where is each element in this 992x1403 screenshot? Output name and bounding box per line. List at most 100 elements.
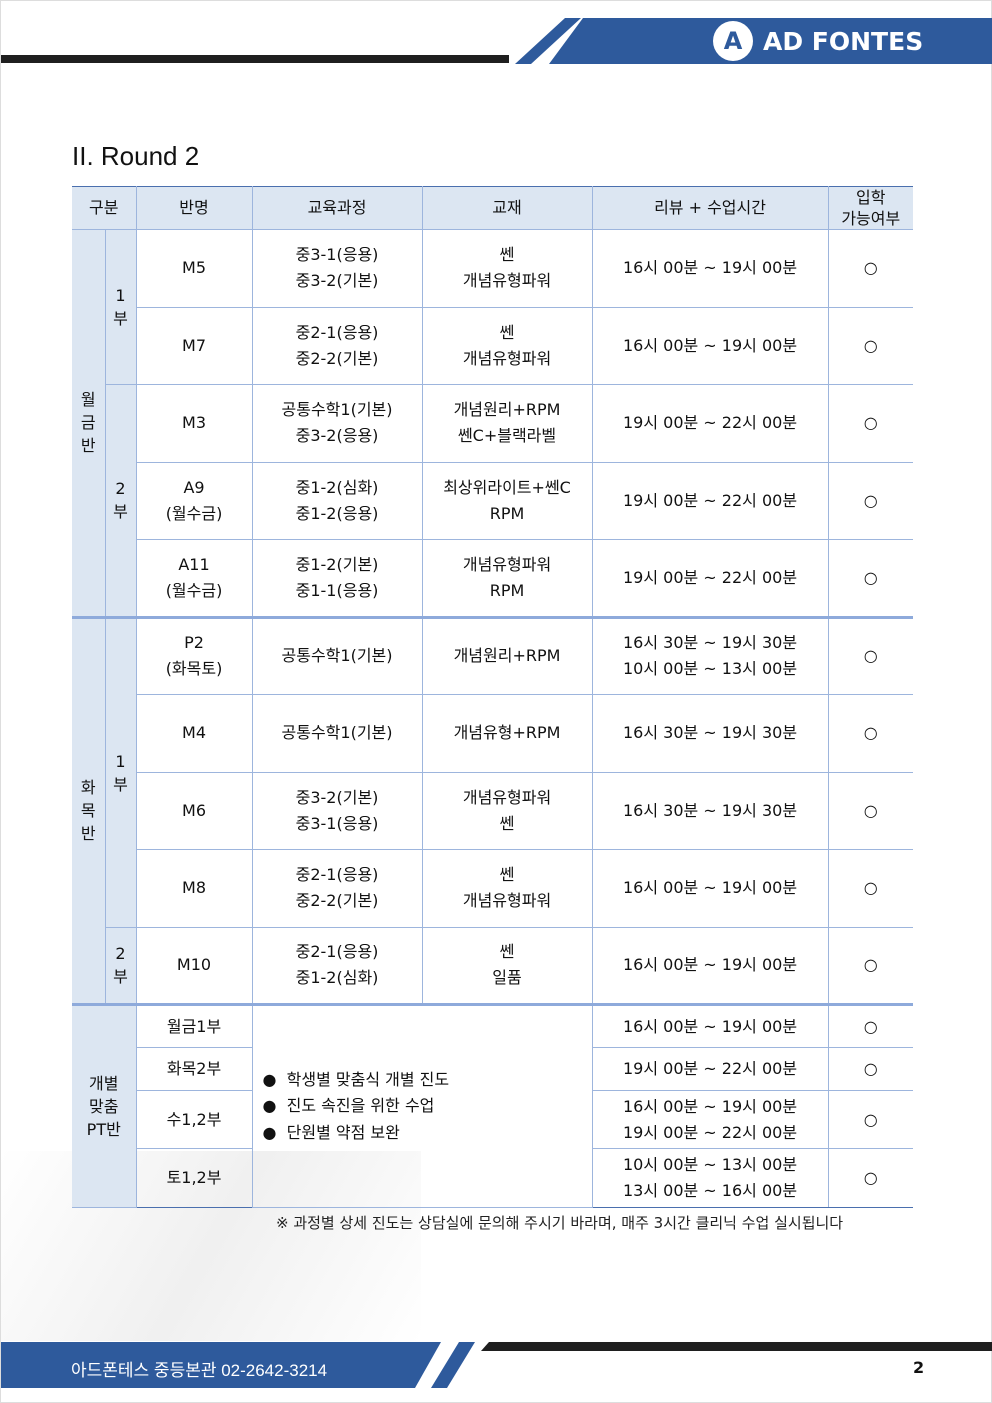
class-time: 19시 00분 ~ 22시 00분 [591,539,829,618]
class-name: M5 [135,229,253,308]
class-name: A11 (월수금) [136,539,253,618]
availability-mark: ○ [827,539,914,618]
class-time: 16시 30분 ~ 19시 30분 10시 00분 ~ 13시 00분 [591,615,829,695]
bullet-icon: ● [262,1069,277,1089]
pt-description: ● 학생별 맞춤식 개별 진도 ● 진도 속진을 위한 수업 ● 단원별 약점 보완 [251,1003,593,1208]
textbook: 쎈 개념유형파워 [421,849,593,928]
brand-logo: A AD FONTES [713,21,923,61]
table-row: M8 중2-1(응용) 중2-2(기본) 쎈 개념유형파워 16시 00분 ~ 19시… [72,849,914,928]
table-row: 토1,2부 10시 00분 ~ 13시 00분 13시 00분 ~ 16시 00분… [72,1148,914,1208]
footer-slash [431,1342,475,1388]
page-title: II. Round 2 [72,141,200,171]
bullet-item: ● 단원별 약점 보완 [263,1120,592,1147]
availability-mark: ○ [827,1003,914,1048]
logo-text: AD FONTES [763,26,924,56]
class-name: M8 [136,849,253,928]
part-label: 1 부 [104,229,137,385]
availability-mark: ○ [827,615,914,695]
textbook: 개념유형파워 쎈 [421,771,593,850]
header-book: 교재 [421,186,593,230]
availability-mark: ○ [827,771,914,850]
header-bar [1,55,509,63]
bullet-icon: ● [262,1096,277,1116]
class-time: 16시 00분 ~ 19시 00분 19시 00분 ~ 22시 00분 [591,1090,829,1149]
header-course: 교육과정 [251,186,423,230]
availability-mark: ○ [827,229,914,308]
group-label: 월 금 반 [72,229,106,618]
course: 공통수학1(기본) [251,615,423,695]
textbook: 개념유형파워 RPM [421,539,593,618]
availability-mark: ○ [827,1148,914,1208]
textbook: 쎈 개념유형파워 [421,229,593,308]
part-label: 2 부 [105,926,137,1005]
header-banner [549,18,992,64]
availability-mark: ○ [827,306,914,385]
bullet-text: 단원별 약점 보완 [286,1122,400,1142]
class-time: 16시 00분 ~ 19시 00분 [591,229,829,308]
availability-mark: ○ [827,1090,914,1149]
textbook: 개념원리+RPM [421,615,593,695]
class-name: 수1,2부 [136,1090,253,1149]
class-time: 16시 00분 ~ 19시 00분 [591,849,829,928]
group-label: 화 목 반 [72,615,106,1005]
class-name: M7 [136,306,253,385]
textbook: 쎈 개념유형파워 [421,306,593,385]
textbook: 최상위라이트+쎈C RPM [421,461,593,540]
page-number: 2 [913,1358,925,1377]
course: 중2-1(응용) 중1-2(심화) [251,926,423,1005]
course: 중1-2(심화) 중1-2(응용) [251,461,423,540]
header-category: 구분 [72,186,137,230]
bullet-item: ● 학생별 맞춤식 개별 진도 [263,1067,592,1094]
table-row: A9 (월수금) 중1-2(심화) 중1-2(응용) 최상위라이트+쎈C RPM 19… [72,461,914,540]
class-time: 19시 00분 ~ 22시 00분 [591,461,829,540]
class-time: 16시 00분 ~ 19시 00분 [591,1003,829,1048]
header-class: 반명 [135,186,253,230]
group-label: 개별 맞춤 PT반 [72,1003,137,1208]
table-row: 2 부 M3 공통수학1(기본) 중3-2(응용) 개념원리+RPM 쎈C+블랙라벨 1… [72,384,914,618]
course: 공통수학1(기본) [251,694,423,773]
availability-mark: ○ [827,1047,914,1091]
textbook: 개념원리+RPM 쎈C+블랙라벨 [421,384,593,463]
class-name: 월금1부 [135,1003,253,1048]
availability-mark: ○ [827,384,914,463]
textbook: 개념유형+RPM [421,694,593,773]
class-name: 토1,2부 [136,1148,253,1208]
course: 중3-1(응용) 중3-2(기본) [251,229,423,308]
course: 공통수학1(기본) 중3-2(응용) [251,384,423,463]
table-row: 개별 맞춤 PT반 월금1부 ● 학생별 맞춤식 개별 진도 ● 진도 속진을 위한 … [72,1003,914,1208]
class-time: 16시 30분 ~ 19시 30분 [591,771,829,850]
class-name: M3 [135,384,253,463]
part-label: 2 부 [105,384,137,618]
class-name: P2 (화목토) [135,615,253,695]
table-row: M4 공통수학1(기본) 개념유형+RPM 16시 30분 ~ 19시 30분 ○ [72,694,914,773]
course: 중3-2(기본) 중3-1(응용) [251,771,423,850]
header-time: 리뷰 + 수업시간 [591,186,829,230]
availability-mark: ○ [827,461,914,540]
availability-mark: ○ [827,926,914,1005]
bullet-icon: ● [262,1122,277,1142]
class-name: M6 [136,771,253,850]
course: 중1-2(기본) 중1-1(응용) [251,539,423,618]
part-label: 1 부 [104,615,137,928]
textbook: 쎈 일품 [421,926,593,1005]
table-row: M6 중3-2(기본) 중3-1(응용) 개념유형파워 쎈 16시 30분 ~ 19시… [72,771,914,850]
table-row: 화목2부 19시 00분 ~ 22시 00분 ○ [72,1047,914,1091]
footer-banner [1,1342,441,1388]
footer-bar [481,1342,992,1351]
header-availability: 입학 가능여부 [827,186,914,230]
class-name: 화목2부 [136,1047,253,1091]
table-row: A11 (월수금) 중1-2(기본) 중1-1(응용) 개념유형파워 RPM 19시 … [72,539,914,618]
class-time: 19시 00분 ~ 22시 00분 [591,1047,829,1091]
table-row: M7 중2-1(응용) 중2-2(기본) 쎈 개념유형파워 16시 00분 ~ 19시… [72,306,914,385]
class-time: 10시 00분 ~ 13시 00분 13시 00분 ~ 16시 00분 [591,1148,829,1208]
footer-contact: 아드폰테스 중등본관 02-2642-3214 [71,1361,328,1380]
class-name: A9 (월수금) [136,461,253,540]
footnote: ※ 과정별 상세 진도는 상담실에 문의해 주시기 바라며, 매주 3시간 클리… [276,1214,844,1232]
class-time: 16시 30분 ~ 19시 30분 [591,694,829,773]
class-name: M4 [136,694,253,773]
class-time: 16시 00분 ~ 19시 00분 [591,926,829,1005]
table-row: 2 부 M10 중2-1(응용) 중1-2(심화) 쎈 일품 16시 00분 ~ 19시… [72,926,914,1005]
